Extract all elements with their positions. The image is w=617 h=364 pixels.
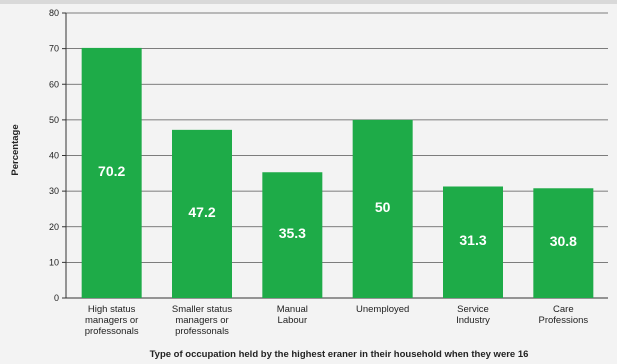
x-category-label-line: Unemployed	[356, 304, 409, 315]
bar	[352, 119, 413, 298]
top-strip	[0, 0, 617, 4]
bar-value-label: 70.2	[98, 163, 125, 179]
bar	[262, 172, 323, 298]
y-tick-label: 50	[49, 115, 59, 125]
x-category-label-line: High status	[88, 304, 136, 315]
bar	[81, 47, 142, 298]
x-category-label-line: Smaller status	[172, 304, 232, 315]
x-category-label-line: Care	[553, 304, 574, 315]
x-category-label: High status managers or professonals	[85, 304, 139, 337]
bar-value-label: 31.3	[459, 232, 486, 248]
y-tick-label: 60	[49, 79, 59, 89]
bar-layer	[81, 47, 594, 298]
bar	[172, 129, 232, 298]
y-tick-label: 0	[54, 293, 59, 303]
x-category-label-line: Service	[457, 304, 489, 315]
bar-value-label: 30.8	[550, 233, 577, 249]
bar	[443, 186, 503, 298]
y-tick-label: 40	[49, 151, 59, 161]
x-category-label: Manual Labour	[277, 304, 308, 326]
x-category-label: Unemployed	[356, 304, 409, 315]
bar-value-label: 47.2	[188, 204, 215, 220]
x-category-label-line: Labour	[278, 315, 308, 326]
bar-value-label: 50	[375, 199, 391, 215]
y-axis-title: Percentage	[10, 124, 21, 175]
y-tick-label: 70	[49, 44, 59, 54]
x-axis-title: Type of occupation held by the highest e…	[150, 349, 529, 360]
x-category-label-line: Professions	[539, 315, 589, 326]
x-category-label: Service Industry	[456, 304, 490, 326]
x-category-label-line: professonals	[175, 326, 229, 337]
x-category-label-line: managers or	[175, 315, 228, 326]
bar	[533, 188, 594, 298]
y-tick-label: 20	[49, 222, 59, 232]
x-category-label-line: professonals	[85, 326, 139, 337]
x-category-label-line: Industry	[456, 315, 490, 326]
x-category-label: Smaller status managers or professonals	[172, 304, 232, 337]
x-category-label-line: managers or	[85, 315, 138, 326]
bar-value-label: 35.3	[279, 225, 306, 241]
y-tick-label: 30	[49, 186, 59, 196]
y-tick-label: 10	[49, 257, 59, 267]
grid-layer: 0 10 20 30 40 50 60 70 80	[49, 8, 608, 303]
x-category-label-line: Manual	[277, 304, 308, 315]
x-category-label: Care Professions	[539, 304, 589, 326]
y-tick-label: 80	[49, 8, 59, 18]
